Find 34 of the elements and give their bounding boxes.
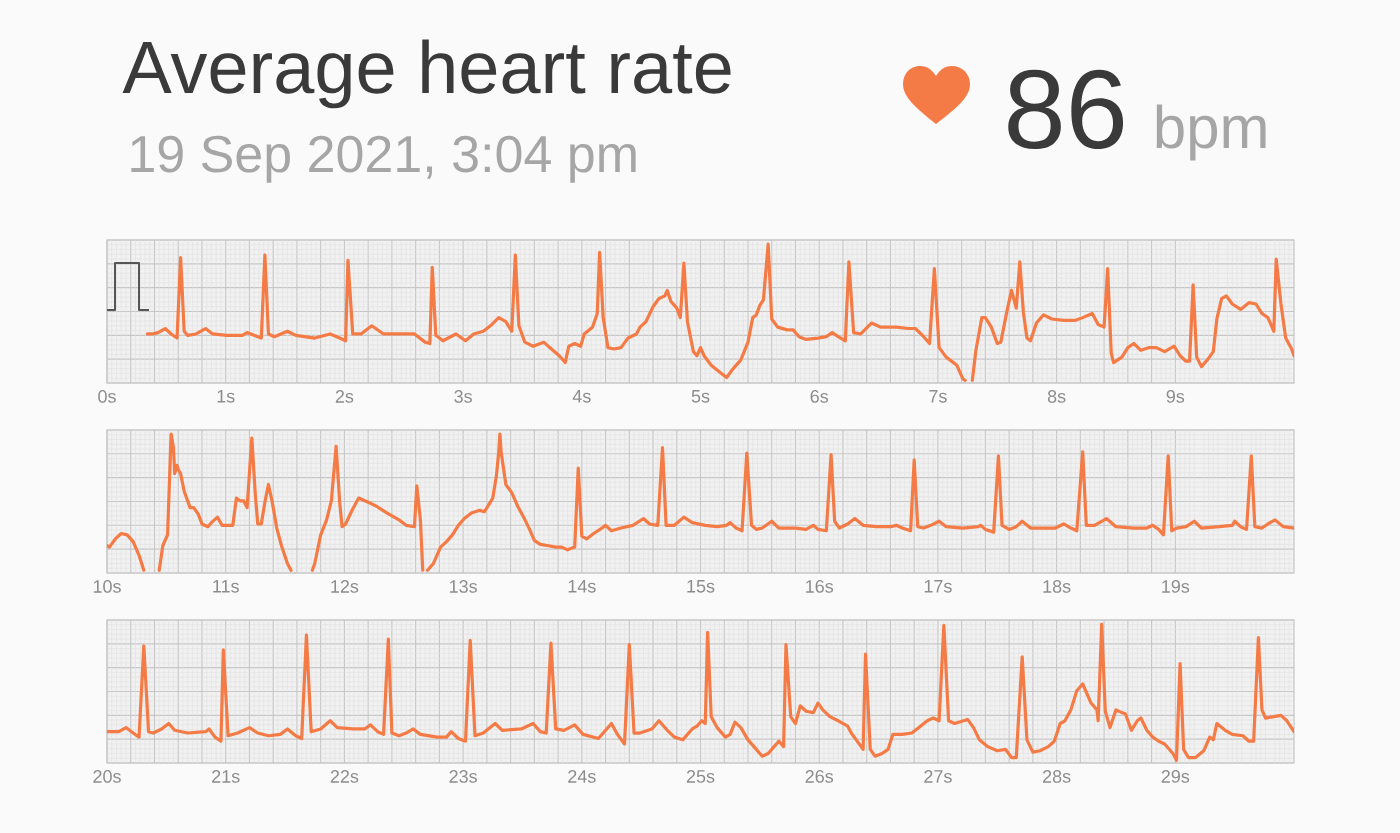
x-tick-label: 16s [806,580,834,593]
x-tick-label: 22s [330,770,359,783]
x-tick-label: 3s [454,390,472,403]
x-tick-label: 21s [212,770,240,783]
x-tick-label: 5s [691,390,710,403]
x-tick-label: 18s [1043,580,1071,593]
chart-title: Average heart rate [122,39,731,109]
text: bpm [1156,104,1266,161]
x-tick-label: 23s [449,770,477,783]
x-tick-label: 0s [98,390,116,403]
x-tick-label: 24s [568,770,596,783]
x-tick-label: 26s [805,770,834,783]
x-tick-label: 15s [687,580,715,593]
x-tick-label: 1s [217,390,235,403]
x-tick-label: 12s [331,580,359,593]
x-tick-label: 4s [572,390,591,403]
x-tick-label: 17s [924,580,952,593]
x-tick-label: 25s [686,770,715,783]
x-tick-label: 8s [1047,390,1066,403]
x-tick-label: 13s [449,580,477,593]
x-tick-label: 27s [924,770,952,783]
x-tick-label: 28s [1043,770,1071,783]
x-tick-label: 7s [929,390,947,403]
x-tick-label: 19s [1162,580,1190,593]
x-tick-label: 29s [1161,770,1190,783]
x-tick-label: 2s [335,390,354,403]
x-tick-label: 10s [93,580,121,593]
x-tick-label: 20s [93,770,121,783]
x-tick-label: 6s [810,390,829,403]
chart-subtitle: 19 Sep 2021, 3:04 pm [131,135,636,183]
x-tick-label: 11s [213,580,239,593]
x-tick-label: 9s [1166,390,1185,403]
text: 86 [1008,69,1124,150]
x-tick-label: 14s [568,580,596,593]
